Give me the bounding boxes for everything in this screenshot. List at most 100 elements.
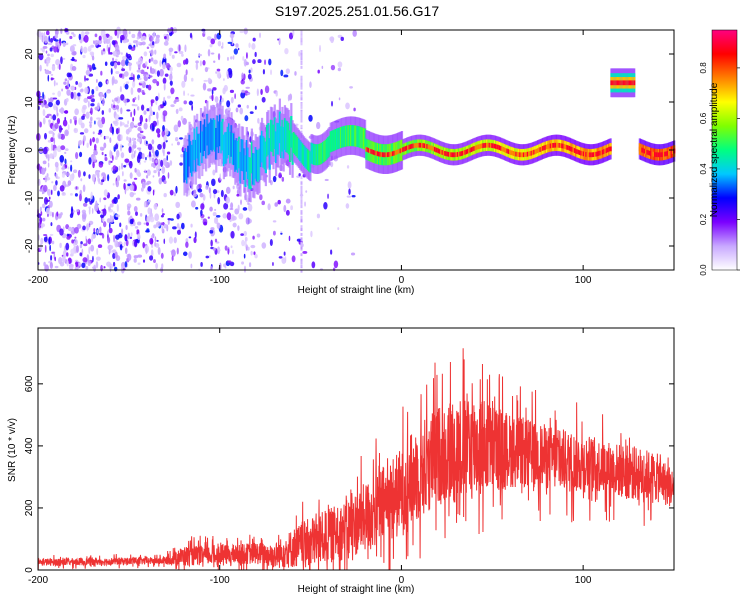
spectrogram-noise-cell xyxy=(300,103,303,107)
spectrogram-noise-cell xyxy=(87,45,92,52)
spectrogram-noise-cell xyxy=(129,121,135,129)
spectrogram-noise-cell xyxy=(42,203,46,209)
spectrogram-track-cell xyxy=(493,143,496,149)
spectrogram-noise-cell xyxy=(230,56,233,60)
spectrogram-noise-cell xyxy=(117,194,120,200)
spectrogram-track-cell xyxy=(286,121,289,153)
spectrogram-track-cell xyxy=(647,150,650,156)
spectrogram-noise-cell xyxy=(87,238,92,245)
spectrogram-noise-cell xyxy=(199,192,204,198)
spectrogram-track-cell xyxy=(391,151,395,157)
spectrogram-noise-cell xyxy=(104,61,108,66)
spectrogram-track-cell xyxy=(280,126,283,159)
spectrogram-noise-cell xyxy=(49,233,54,236)
spectrogram-noise-cell xyxy=(253,251,256,256)
spectrogram-track-cell xyxy=(268,138,271,170)
spectrogram-noise-cell xyxy=(172,226,177,230)
spectrogram-noise-cell xyxy=(128,64,132,71)
spectrogram-noise-cell xyxy=(281,257,287,264)
spectrogram-noise-cell xyxy=(300,228,303,232)
spectrogram-noise-cell xyxy=(125,239,129,247)
spectrogram-noise-cell xyxy=(95,78,98,83)
spectrogram-noise-cell xyxy=(242,56,245,61)
spectrogram-track-cell xyxy=(600,150,603,156)
spectrogram-noise-cell xyxy=(311,261,316,269)
spectrogram-noise-cell xyxy=(45,153,48,159)
spectrogram-noise-cell xyxy=(129,236,133,240)
spectrogram-noise-cell xyxy=(195,60,199,64)
spectrogram-noise-cell xyxy=(111,40,116,46)
spectrogram-noise-cell xyxy=(145,247,148,255)
spectrogram-track-cell xyxy=(501,146,504,152)
spectrogram-track-cell xyxy=(542,146,545,151)
spectrogram-noise-cell xyxy=(123,98,128,104)
spectrogram-noise-cell xyxy=(167,217,172,221)
spectrogram-blob-cell xyxy=(616,80,619,86)
spectrogram-track-cell xyxy=(558,142,561,148)
spectrogram-noise-cell xyxy=(59,107,65,114)
spectrogram-noise-cell xyxy=(39,64,42,72)
spectrogram-noise-cell xyxy=(198,183,202,189)
snr-y-ticks: 0 200 400 600 xyxy=(24,375,674,573)
colorbar-tick-label: 0.0 xyxy=(699,264,708,276)
spectrogram-noise-cell xyxy=(82,257,88,263)
spectrogram-noise-cell xyxy=(81,262,86,269)
spectrogram-track-cell xyxy=(582,151,585,157)
spectrogram-noise-cell xyxy=(302,250,308,254)
spectrogram-noise-cell xyxy=(214,238,218,243)
spectrogram-noise-cell xyxy=(156,81,160,87)
spectrogram-track-cell xyxy=(319,143,322,165)
spectrogram-track-cell xyxy=(206,113,209,146)
spectrogram-track-cell xyxy=(516,151,519,157)
spectrogram-noise-cell xyxy=(155,262,158,270)
spectrogram-track-cell xyxy=(491,143,494,148)
spectrogram-y-tick-label: 20 xyxy=(24,48,35,60)
spectrogram-noise-cell xyxy=(280,232,283,235)
spectrogram-noise-cell xyxy=(151,139,155,145)
spectrogram-noise-cell xyxy=(221,97,224,103)
spectrogram-noise-cell xyxy=(98,35,102,41)
spectrogram-noise-cell xyxy=(54,161,59,168)
spectrogram-noise-cell xyxy=(133,258,137,263)
spectrogram-noise-cell xyxy=(180,222,185,230)
spectrogram-noise-cell xyxy=(261,242,267,249)
spectrogram-track-cell xyxy=(528,151,531,157)
spectrogram-noise-cell xyxy=(88,157,92,165)
spectrogram-noise-cell xyxy=(321,65,324,69)
snr-y-label: SNR (10 * v/v) xyxy=(7,418,18,482)
spectrogram-noise-cell xyxy=(102,35,105,40)
spectrogram-noise-cell xyxy=(90,44,95,48)
spectrogram-noise-cell xyxy=(212,247,216,251)
spectrogram-track-cell xyxy=(334,129,337,151)
spectrogram-noise-cell xyxy=(145,140,148,145)
spectrogram-track-cell xyxy=(224,132,227,165)
spectrogram-track-cell xyxy=(595,151,598,157)
spectrogram-noise-cell xyxy=(157,170,160,177)
spectrogram-noise-cell xyxy=(93,264,97,273)
spectrogram-noise-cell xyxy=(118,165,121,171)
spectrogram-track-cell xyxy=(422,143,425,148)
spectrogram-track-cell xyxy=(534,149,537,155)
spectrogram-noise-cell xyxy=(89,200,93,205)
spectrogram-noise-cell xyxy=(254,51,257,58)
spectrogram-track-cell xyxy=(397,149,400,155)
spectrogram-noise-cell xyxy=(79,193,82,202)
spectrogram-track-cell xyxy=(381,152,385,158)
spectrogram-noise-cell xyxy=(100,70,103,76)
spectrogram-noise-cell xyxy=(55,59,61,66)
spectrogram-blob-cell xyxy=(610,80,613,86)
spectrogram-noise-cell xyxy=(152,78,158,84)
spectrogram-blob-cell xyxy=(613,80,616,86)
spectrogram-noise-cell xyxy=(47,119,51,123)
spectrogram-blob-cell xyxy=(625,80,628,86)
spectrogram-noise-cell xyxy=(270,69,272,76)
spectrogram-noise-cell xyxy=(139,213,143,217)
spectrogram-noise-cell xyxy=(79,189,83,196)
spectrogram-noise-cell xyxy=(262,69,265,75)
spectrogram-noise-cell xyxy=(243,230,248,237)
spectrogram-noise-cell xyxy=(161,166,166,175)
spectrogram-noise-cell xyxy=(101,116,106,125)
spectrogram-noise-cell xyxy=(71,66,77,71)
spectrogram-track-cell xyxy=(509,149,512,155)
